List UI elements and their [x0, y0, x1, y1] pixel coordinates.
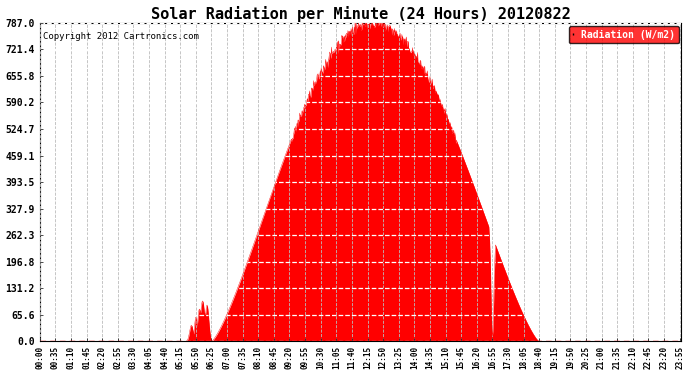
- Text: Copyright 2012 Cartronics.com: Copyright 2012 Cartronics.com: [43, 32, 199, 41]
- Legend: Radiation (W/m2): Radiation (W/m2): [569, 26, 678, 44]
- Title: Solar Radiation per Minute (24 Hours) 20120822: Solar Radiation per Minute (24 Hours) 20…: [150, 6, 571, 21]
